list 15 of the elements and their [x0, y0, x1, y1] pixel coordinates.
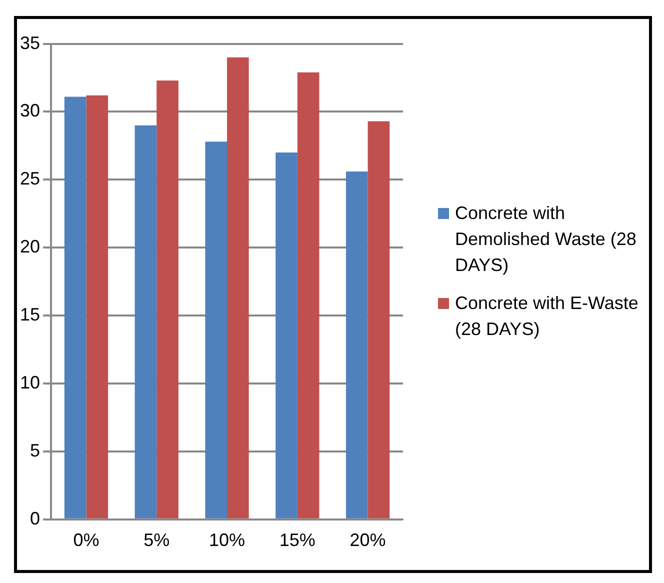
- y-tick-label: 30: [20, 100, 40, 121]
- y-tick-label: 35: [20, 32, 40, 53]
- y-tick-label: 15: [20, 304, 40, 325]
- y-tick-label: 20: [20, 236, 40, 257]
- x-tick-label: 0%: [73, 530, 100, 550]
- x-tick-label: 5%: [144, 530, 170, 550]
- x-tick-label: 10%: [208, 530, 246, 550]
- y-tick-label: 5: [30, 440, 40, 460]
- x-tick-label: 20%: [350, 530, 386, 550]
- y-tick-label: 10: [20, 372, 40, 392]
- legend-label: Concrete with E-Waste (28 DAYS): [455, 292, 640, 341]
- x-tick-label: 15%: [279, 530, 316, 550]
- y-tick-label: 25: [20, 168, 40, 189]
- y-tick-label: 0: [30, 508, 40, 528]
- legend-label: Concrete with Demolished Waste (28 DAYS): [455, 202, 638, 277]
